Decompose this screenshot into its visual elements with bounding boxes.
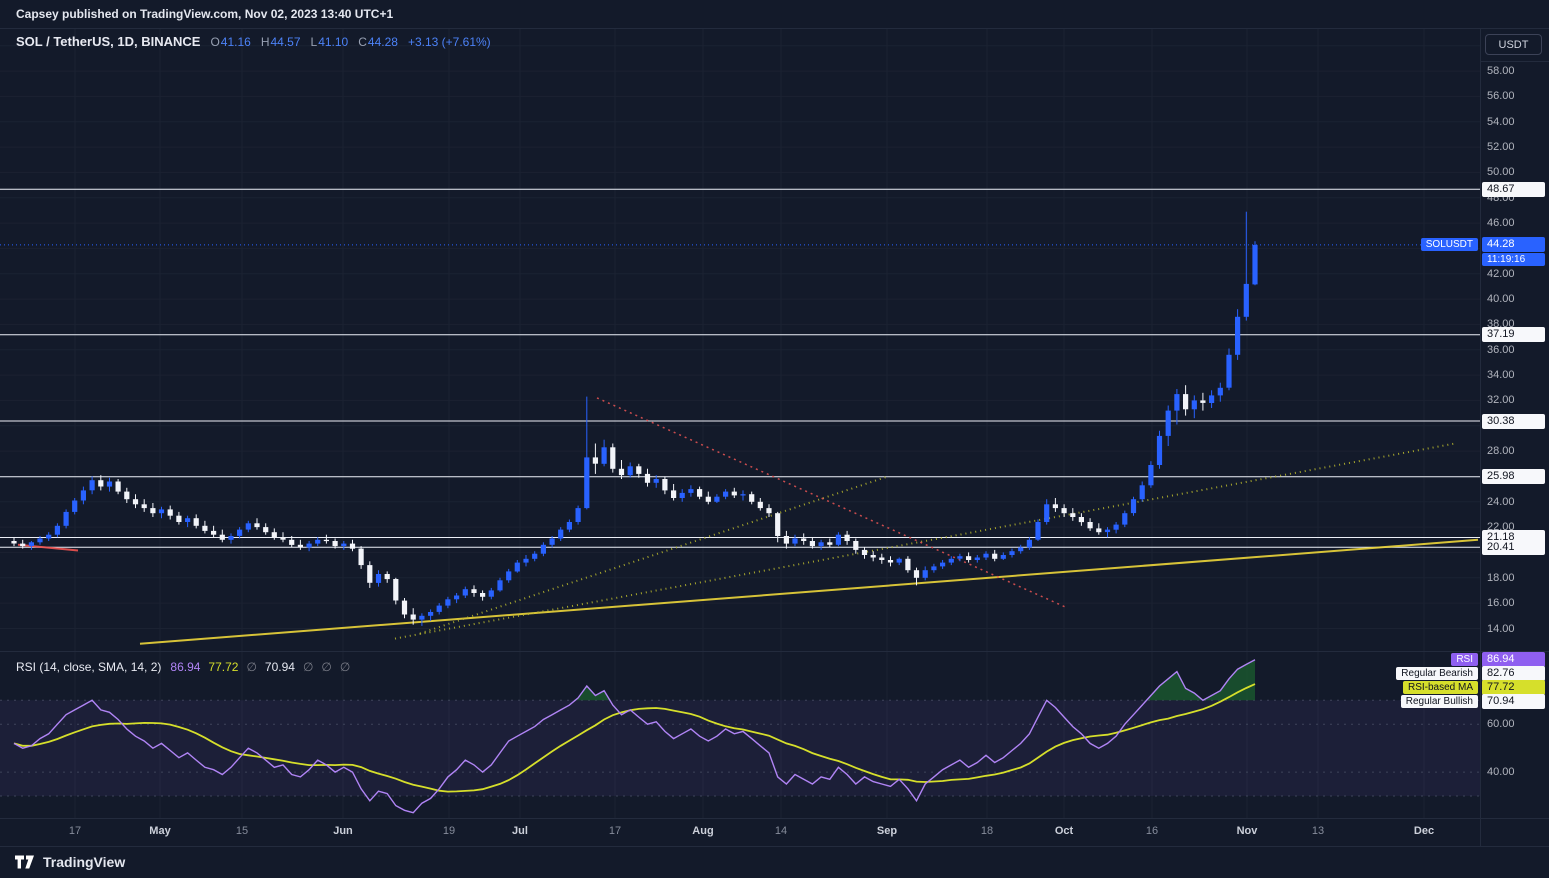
price-tick: 58.00: [1487, 65, 1515, 78]
footer-bar: TradingView: [0, 846, 1549, 878]
time-label-day: 15: [235, 825, 249, 837]
time-label-month: Sep: [876, 825, 898, 837]
rsi-band: [0, 700, 1480, 796]
price-line-label: 20.41: [1482, 539, 1545, 555]
rsi-axis-tag: 70.94: [1482, 694, 1545, 710]
tradingview-logo[interactable]: [14, 852, 35, 872]
rsi-header-value: 77.72: [208, 660, 239, 674]
time-label-day: 17: [68, 825, 82, 837]
short-red-segment[interactable]: [17, 543, 79, 552]
rsi-axis-tag: 77.72: [1482, 680, 1545, 696]
rsi-header-value: 70.94: [264, 660, 295, 674]
price-tick: 28.00: [1487, 445, 1515, 458]
ohlc-close: C 44.28: [358, 35, 398, 49]
rsi-indicator-header: RSI (14, close, SMA, 14, 2) 86.94 77.72 ∅ 7…: [16, 660, 350, 674]
attribution-text: Capsey published on TradingView.com, Nov…: [16, 7, 394, 21]
countdown-label: 11:19:16: [1482, 253, 1545, 267]
time-label-month: Oct: [1054, 825, 1074, 837]
price-tick: 56.00: [1487, 90, 1515, 103]
rsi-line[interactable]: [13, 659, 1256, 814]
dotted-rising-trendline-short[interactable]: [419, 475, 889, 635]
rsi-tick: 40.00: [1487, 766, 1515, 779]
time-label-day: 14: [774, 825, 788, 837]
price-tick: 46.00: [1487, 217, 1515, 230]
rsi-header-value: ∅: [339, 660, 351, 674]
time-label-day: 19: [442, 825, 456, 837]
price-tick: 14.00: [1487, 622, 1515, 635]
rsi-header-value: ∅: [246, 660, 257, 674]
price-tick: 16.00: [1487, 597, 1515, 610]
rsi-tick: 60.00: [1487, 718, 1515, 731]
ohlc-values: O 41.16 H 44.57 L 41.10 C 44.28 +3.13 (+7.61…: [210, 35, 490, 49]
rsi-overbought-fill: [575, 659, 1255, 701]
rsi-header-value: ∅: [321, 660, 332, 674]
red-descending-trendline[interactable]: [596, 397, 1069, 609]
time-label-day: 16: [1145, 825, 1159, 837]
price-tick: 34.00: [1487, 369, 1515, 382]
rsi-header-value: 86.94: [170, 660, 201, 674]
price-line-label: 30.38: [1482, 413, 1545, 429]
price-tick: 24.00: [1487, 495, 1515, 508]
rsi-title: RSI (14, close, SMA, 14, 2): [16, 660, 162, 674]
rsi-ma-line[interactable]: [13, 683, 1256, 793]
ohlc-low: L 41.10: [310, 35, 349, 49]
time-label-month: Nov: [1236, 825, 1258, 837]
time-label-day: 13: [1311, 825, 1325, 837]
time-label-month: Jul: [512, 825, 528, 837]
current-price-label: 44.28: [1482, 237, 1545, 253]
price-line-label: 25.98: [1482, 469, 1545, 485]
rsi-values: 86.94 77.72 ∅ 70.94 ∅ ∅ ∅: [170, 660, 350, 674]
rsi-header-value: ∅: [302, 660, 314, 674]
time-label-month: Jun: [333, 825, 353, 837]
yellow-support-trendline[interactable]: [139, 538, 1479, 645]
candles-layer: [11, 211, 1258, 626]
currency-toggle-button[interactable]: USDT: [1485, 34, 1542, 55]
price-tick: 52.00: [1487, 141, 1515, 154]
time-label-month: Dec: [1413, 825, 1435, 837]
rsi-axis-tag: 86.94: [1482, 652, 1545, 668]
time-label-day: 17: [608, 825, 622, 837]
symbol-title: SOL / TetherUS, 1D, BINANCE: [16, 34, 201, 49]
axis-separator: [1480, 61, 1549, 62]
price-tick: 18.00: [1487, 571, 1515, 584]
rsi-axis-tag: 82.76: [1482, 666, 1545, 682]
time-label-day: 18: [980, 825, 994, 837]
price-tick: 36.00: [1487, 343, 1515, 356]
price-tick: 32.00: [1487, 394, 1515, 407]
price-tick: 54.00: [1487, 115, 1515, 128]
price-line-label: 48.67: [1482, 181, 1545, 197]
price-axis[interactable]: USDT 58.00 56.00 54.00 52.00 50.00 48.00 46.00…: [1480, 28, 1549, 846]
attribution-bar: Capsey published on TradingView.com, Nov…: [0, 0, 1549, 28]
ohlc-open: O 41.16: [210, 35, 251, 49]
price-tick: 42.00: [1487, 267, 1515, 280]
price-change: +3.13 (+7.61%): [407, 35, 491, 49]
time-axis[interactable]: 17 May 15 Jun 19 Jul 17 Aug 14 Sep 18 Oct 16 Nov 13 Dec: [0, 818, 1480, 846]
time-label-month: Aug: [692, 825, 714, 837]
ohlc-high: H 44.57: [260, 35, 301, 49]
footer-brand: TradingView: [43, 854, 126, 870]
price-tick: 40.00: [1487, 293, 1515, 306]
price-line-label: 37.19: [1482, 327, 1545, 343]
price-tick: 50.00: [1487, 166, 1515, 179]
symbol-header: SOL / TetherUS, 1D, BINANCE O 41.16 H 44.5…: [16, 34, 491, 49]
time-label-month: May: [149, 825, 171, 837]
